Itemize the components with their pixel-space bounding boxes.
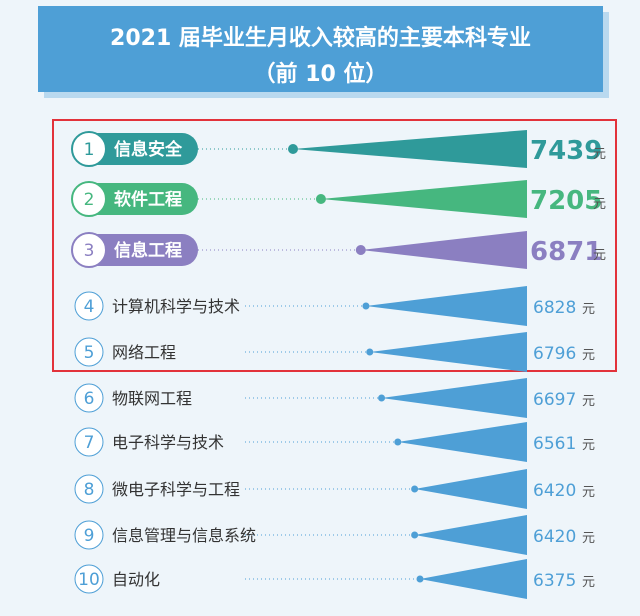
title-banner: 2021 届毕业生月收入较高的主要本科专业 （前 10 位） <box>38 6 603 92</box>
unit-label: 元 <box>582 438 595 453</box>
category-label: 网络工程 <box>112 343 176 362</box>
category-label: 软件工程 <box>114 189 182 210</box>
unit-label: 元 <box>593 248 606 263</box>
category-label: 信息工程 <box>114 240 182 261</box>
rank-badge <box>74 337 104 367</box>
bar-start-dot <box>315 194 326 204</box>
rank-label: 2 <box>84 190 95 210</box>
bar-wedge <box>381 378 527 418</box>
unit-label: 元 <box>593 197 606 212</box>
bar-wedge <box>369 332 527 372</box>
value-label: 7205 <box>530 186 602 216</box>
value-label: 6871 <box>530 237 602 267</box>
bar-start-dot <box>411 531 419 539</box>
chart-title: 2021 届毕业生月收入较高的主要本科专业 <box>110 26 531 51</box>
value-label: 6420 <box>533 481 576 501</box>
rank-badge <box>71 232 107 268</box>
category-label: 电子科学与技术 <box>112 433 224 452</box>
bar-start-dot <box>362 302 370 310</box>
rank-badge <box>74 383 104 413</box>
unit-label: 元 <box>582 531 595 546</box>
rank-label: 7 <box>84 433 95 453</box>
bar-wedge <box>414 469 527 509</box>
category-label: 计算机科学与技术 <box>112 297 240 316</box>
rank-label: 5 <box>84 343 95 363</box>
bar-start-dot <box>416 575 424 583</box>
value-label: 6561 <box>533 434 576 454</box>
rank-label: 9 <box>84 526 95 546</box>
top5-highlight-frame <box>52 119 617 372</box>
category-label: 自动化 <box>112 570 160 589</box>
category-label: 微电子科学与工程 <box>112 480 240 499</box>
bar-start-dot <box>394 438 402 446</box>
value-label: 7439 <box>530 136 602 166</box>
bar-start-dot <box>411 485 419 493</box>
value-label: 6375 <box>533 571 576 591</box>
value-label: 6828 <box>533 298 576 318</box>
unit-label: 元 <box>582 485 595 500</box>
unit-label: 元 <box>582 575 595 590</box>
rank-label: 8 <box>84 480 95 500</box>
bar-wedge <box>293 130 527 168</box>
bar-start-dot <box>378 394 386 402</box>
rank-badge <box>71 181 107 217</box>
rank-badge <box>74 291 104 321</box>
rank-badge <box>74 427 104 457</box>
rank-label: 4 <box>84 297 95 317</box>
bar-wedge <box>365 286 527 326</box>
value-label: 6420 <box>533 527 576 547</box>
rank-badge <box>74 564 104 594</box>
bar-start-dot <box>366 348 374 356</box>
bar-wedge <box>360 231 527 269</box>
rank-label: 1 <box>84 140 95 160</box>
unit-label: 元 <box>593 147 606 162</box>
rank-badge <box>74 520 104 550</box>
bar-start-dot <box>288 144 298 154</box>
unit-label: 元 <box>582 302 595 317</box>
bar-wedge <box>420 559 527 599</box>
bar-start-dot <box>355 245 366 255</box>
rank-label: 3 <box>84 241 95 261</box>
rank-label: 10 <box>78 570 100 590</box>
value-label: 6697 <box>533 390 576 410</box>
category-label: 信息安全 <box>114 139 183 160</box>
bar-wedge <box>414 515 527 555</box>
value-label: 6796 <box>533 344 576 364</box>
unit-label: 元 <box>582 348 595 363</box>
bar-wedge <box>397 422 527 462</box>
category-label: 信息管理与信息系统 <box>112 526 256 545</box>
chart-subtitle: （前 10 位） <box>253 62 388 87</box>
unit-label: 元 <box>582 394 595 409</box>
rank-badge <box>74 474 104 504</box>
bar-wedge <box>320 180 527 218</box>
rank-badge <box>71 131 107 167</box>
rank-label: 6 <box>84 389 95 409</box>
category-label: 物联网工程 <box>112 389 192 408</box>
